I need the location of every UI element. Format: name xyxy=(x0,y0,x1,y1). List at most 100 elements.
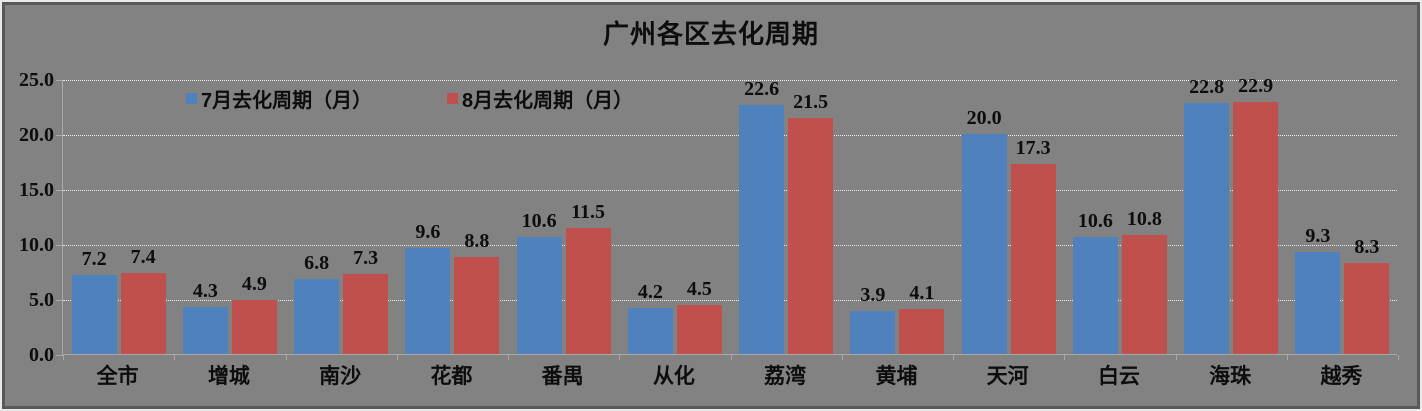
value-label: 7.2 xyxy=(81,247,107,270)
x-axis-tick xyxy=(842,355,843,360)
y-axis-label: 20.0 xyxy=(19,124,54,146)
value-label: 8.3 xyxy=(1354,235,1380,258)
bar xyxy=(1184,103,1230,354)
x-axis-label: 增城 xyxy=(207,365,250,388)
y-axis-label: 15.0 xyxy=(19,179,54,201)
bar xyxy=(627,307,673,354)
x-axis-tick xyxy=(397,355,398,360)
plot-area: 7.2 7.4 4.3 4.9 6.8 7.3 9.6 8.8 10.6 11.5 4.2 4.5 22… xyxy=(56,76,1399,360)
y-axis-label: 5.0 xyxy=(29,289,54,311)
bar xyxy=(850,311,896,354)
bar xyxy=(405,248,451,354)
x-axis-label: 全市 xyxy=(96,365,139,388)
bar xyxy=(565,227,611,354)
gridline xyxy=(63,135,1397,136)
x-axis-tick xyxy=(953,355,954,360)
value-label: 10.6 xyxy=(1077,210,1113,233)
value-label: 10.6 xyxy=(521,210,557,233)
value-label: 7.4 xyxy=(130,245,156,268)
value-label: 17.3 xyxy=(1015,136,1051,159)
value-label: 4.9 xyxy=(241,273,267,296)
value-label: 8.8 xyxy=(464,230,490,253)
x-axis-label: 天河 xyxy=(986,365,1029,388)
x-axis-label: 南沙 xyxy=(319,365,362,388)
x-axis-label: 花都 xyxy=(430,365,473,388)
value-label: 7.3 xyxy=(353,246,379,269)
bar xyxy=(1344,262,1390,354)
gridline xyxy=(63,300,1397,301)
y-axis-tick xyxy=(56,190,63,191)
bar xyxy=(788,117,834,354)
x-axis-label: 白云 xyxy=(1097,365,1140,388)
x-axis-tick xyxy=(1398,355,1399,360)
x-axis-tick xyxy=(508,355,509,360)
bar xyxy=(961,134,1007,354)
bar xyxy=(454,257,500,354)
bar xyxy=(343,273,389,354)
y-axis-tick xyxy=(56,300,63,301)
y-axis: 0.0 5.0 10.0 15.0 20.0 25.0 xyxy=(0,69,54,366)
x-axis-tick xyxy=(1287,355,1288,360)
value-label: 20.0 xyxy=(966,107,1002,129)
y-axis-tick xyxy=(56,245,63,246)
bar xyxy=(739,105,785,354)
value-label: 4.3 xyxy=(192,279,218,302)
x-axis-tick xyxy=(63,355,64,360)
bar xyxy=(1121,235,1167,354)
y-axis-label: 25.0 xyxy=(19,69,54,91)
y-axis-label: 10.0 xyxy=(19,234,54,256)
legend-swatch-august xyxy=(447,92,458,104)
value-label: 9.6 xyxy=(415,221,441,244)
value-label: 22.8 xyxy=(1189,76,1225,99)
bar xyxy=(1295,251,1341,354)
bar xyxy=(1010,163,1056,354)
bar xyxy=(182,306,228,354)
legend-item-july: 7月去化周期（月） xyxy=(186,86,373,112)
value-label: 3.9 xyxy=(860,284,886,307)
value-label: 10.8 xyxy=(1126,208,1162,231)
y-axis-tick xyxy=(56,355,63,356)
x-axis-tick xyxy=(619,355,620,360)
x-axis-tick xyxy=(286,355,287,360)
x-axis-label: 荔湾 xyxy=(764,365,807,388)
bar xyxy=(516,237,562,354)
x-axis-label: 海珠 xyxy=(1209,365,1252,388)
bar xyxy=(1072,237,1118,354)
bar xyxy=(899,308,945,354)
value-label: 9.3 xyxy=(1305,224,1331,247)
value-label: 4.1 xyxy=(909,281,935,304)
legend-swatch-july xyxy=(186,92,197,104)
x-axis-label: 越秀 xyxy=(1320,365,1363,388)
bar xyxy=(1233,102,1279,354)
x-axis-tick xyxy=(174,355,175,360)
value-label: 22.9 xyxy=(1238,75,1274,98)
bar xyxy=(676,304,722,354)
y-axis-tick xyxy=(56,80,63,81)
y-axis-label: 0.0 xyxy=(29,344,54,366)
value-label: 21.5 xyxy=(793,90,829,113)
value-label: 22.6 xyxy=(744,78,780,101)
bar xyxy=(231,300,277,354)
value-label: 4.5 xyxy=(686,277,712,300)
x-axis-tick xyxy=(1176,355,1177,360)
gridline xyxy=(63,190,1397,191)
bar xyxy=(294,279,340,354)
gridline xyxy=(63,80,1397,81)
legend-item-august: 8月去化周期（月） xyxy=(447,86,634,112)
chart-title: 广州各区去化周期 xyxy=(602,19,819,49)
gridline xyxy=(63,245,1397,246)
legend-label-july: 7月去化周期（月） xyxy=(201,89,373,112)
legend-label-august: 8月去化周期（月） xyxy=(462,89,634,112)
x-axis-label: 从化 xyxy=(652,365,695,388)
value-label: 11.5 xyxy=(571,200,606,223)
x-axis: 全市 增城 南沙 花都 番禺 从化 荔湾 黄埔 天河 白云 海珠 越秀 xyxy=(62,363,1397,393)
x-axis-label: 番禺 xyxy=(541,365,584,388)
y-axis-tick xyxy=(56,135,63,136)
bar xyxy=(120,272,166,354)
value-label: 4.2 xyxy=(637,280,663,303)
x-axis-tick xyxy=(731,355,732,360)
value-label: 6.8 xyxy=(304,252,330,275)
bar xyxy=(71,274,117,354)
x-axis-label: 黄埔 xyxy=(875,365,918,388)
